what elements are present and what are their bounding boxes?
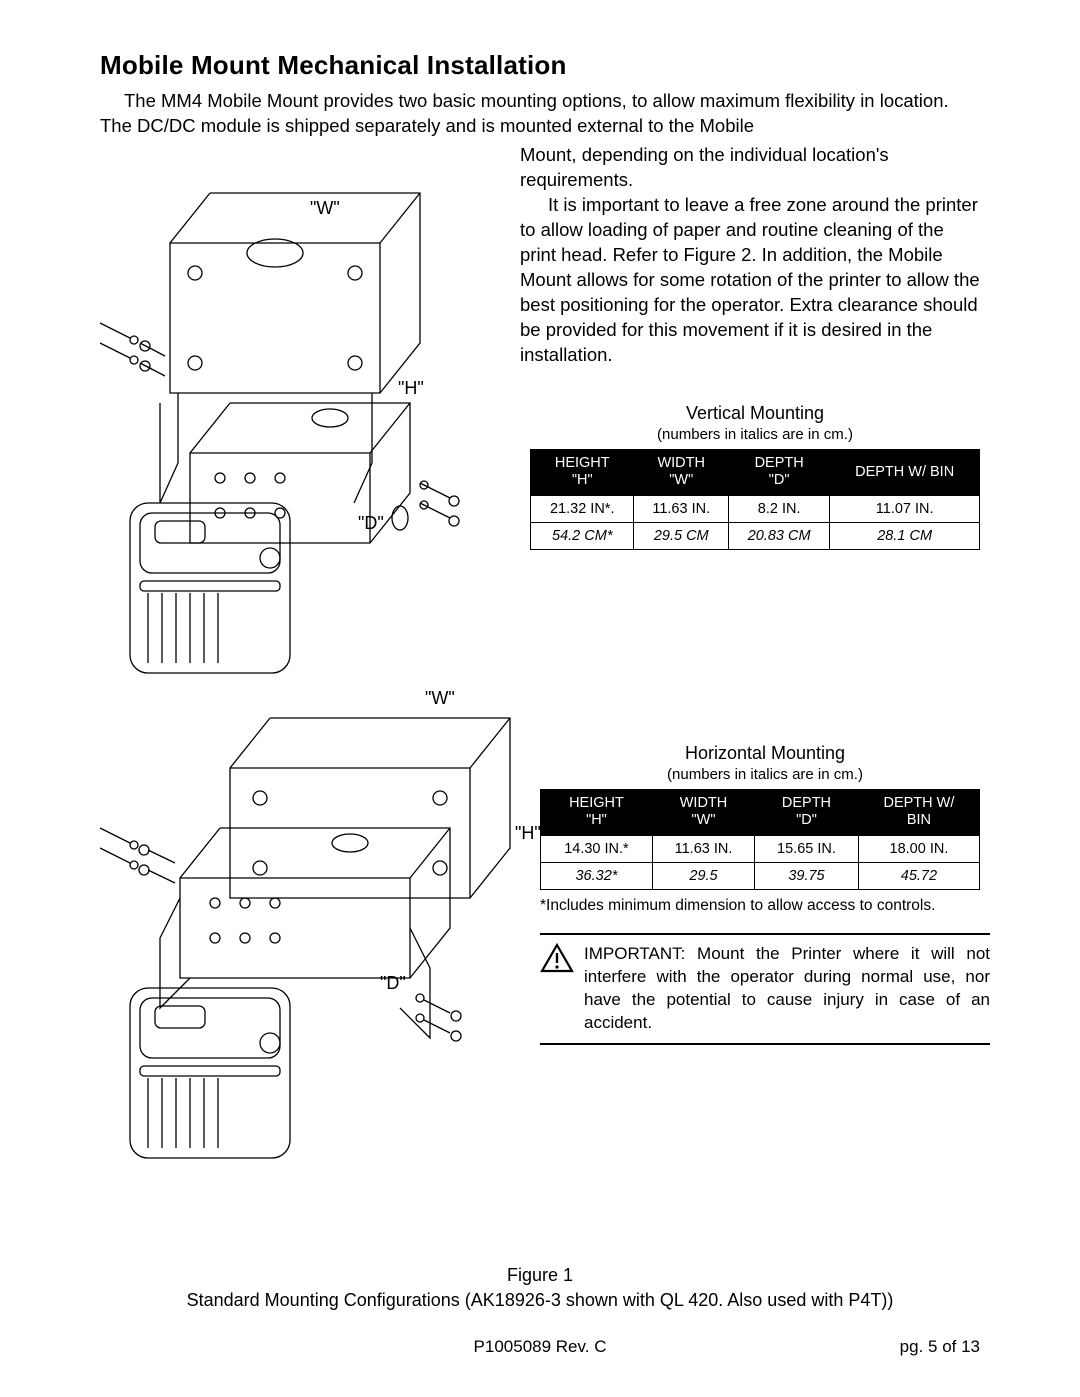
- intro-text: The MM4 Mobile Mount provides two basic …: [100, 89, 980, 139]
- table-cell: 11.07 IN.: [830, 495, 980, 522]
- vertical-mounting-table-block: Vertical Mounting (numbers in italics ar…: [530, 403, 980, 550]
- table-header: DEPTH"D": [728, 449, 829, 495]
- table-cell: 8.2 IN.: [728, 495, 829, 522]
- diagram-area: "W" "H" "D": [100, 143, 520, 1143]
- table-cell: 14.30 IN.*: [541, 835, 653, 862]
- dim-label-w: "W": [310, 198, 340, 219]
- dim-label-d-2: "D": [380, 973, 406, 994]
- table-header: WIDTH"W": [652, 789, 754, 835]
- table-header: DEPTH W/ BIN: [830, 449, 980, 495]
- table-cell: 20.83 CM: [728, 522, 829, 549]
- content-columns: Mount, depending on the individual locat…: [100, 143, 980, 1143]
- table2-footnote: *Includes minimum dimension to allow acc…: [540, 896, 990, 916]
- table1-title: Vertical Mounting: [530, 403, 980, 424]
- table-cell: 45.72: [858, 862, 979, 889]
- right-column: Mount, depending on the individual locat…: [520, 143, 980, 368]
- important-notice: IMPORTANT: Mount the Printer where it wi…: [540, 933, 990, 1045]
- table-row: 54.2 CM* 29.5 CM 20.83 CM 28.1 CM: [531, 522, 980, 549]
- table-cell: 29.5: [652, 862, 754, 889]
- table-cell: 29.5 CM: [634, 522, 729, 549]
- vertical-mounting-diagram: [100, 143, 520, 693]
- table-cell: 21.32 IN*.: [531, 495, 634, 522]
- figure-caption: Figure 1 Standard Mounting Configuration…: [100, 1263, 980, 1312]
- table-cell: 28.1 CM: [830, 522, 980, 549]
- table-cell: 15.65 IN.: [755, 835, 859, 862]
- figure-description: Standard Mounting Configurations (AK1892…: [100, 1288, 980, 1312]
- table-header: DEPTH"D": [755, 789, 859, 835]
- table-row: 36.32* 29.5 39.75 45.72: [541, 862, 980, 889]
- dim-label-h: "H": [398, 378, 424, 399]
- horizontal-mounting-table-block: Horizontal Mounting (numbers in italics …: [540, 743, 990, 916]
- table1-subtitle: (numbers in italics are in cm.): [530, 426, 980, 443]
- table-cell: 18.00 IN.: [858, 835, 979, 862]
- table-cell: 54.2 CM*: [531, 522, 634, 549]
- table2-subtitle: (numbers in italics are in cm.): [540, 766, 990, 783]
- table-header: HEIGHT"H": [541, 789, 653, 835]
- important-text: IMPORTANT: Mount the Printer where it wi…: [584, 943, 990, 1035]
- table-header: DEPTH W/BIN: [858, 789, 979, 835]
- right-para-2: It is important to leave a free zone aro…: [520, 193, 980, 368]
- footer-docid: P1005089 Rev. C: [100, 1337, 980, 1357]
- horizontal-mounting-diagram: [100, 698, 530, 1188]
- page-footer: P1005089 Rev. C pg. 5 of 13: [100, 1337, 980, 1357]
- vertical-mounting-table: HEIGHT"H" WIDTH"W" DEPTH"D" DEPTH W/ BIN…: [530, 449, 980, 550]
- dim-label-d: "D": [358, 513, 384, 534]
- table-cell: 39.75: [755, 862, 859, 889]
- horizontal-mounting-table: HEIGHT"H" WIDTH"W" DEPTH"D" DEPTH W/BIN …: [540, 789, 980, 890]
- table-header: WIDTH"W": [634, 449, 729, 495]
- right-para-1: Mount, depending on the individual locat…: [520, 143, 980, 193]
- table-row: 21.32 IN*. 11.63 IN. 8.2 IN. 11.07 IN.: [531, 495, 980, 522]
- dim-label-h-2: "H": [515, 823, 541, 844]
- figure-number: Figure 1: [100, 1263, 980, 1287]
- dim-label-w-2: "W": [425, 688, 455, 709]
- table-cell: 11.63 IN.: [652, 835, 754, 862]
- table-cell: 36.32*: [541, 862, 653, 889]
- section-title: Mobile Mount Mechanical Installation: [100, 50, 980, 81]
- warning-icon: [540, 943, 574, 973]
- table-row: 14.30 IN.* 11.63 IN. 15.65 IN. 18.00 IN.: [541, 835, 980, 862]
- table2-title: Horizontal Mounting: [540, 743, 990, 764]
- intro-paragraph: The MM4 Mobile Mount provides two basic …: [100, 89, 980, 139]
- table-header: HEIGHT"H": [531, 449, 634, 495]
- table-cell: 11.63 IN.: [634, 495, 729, 522]
